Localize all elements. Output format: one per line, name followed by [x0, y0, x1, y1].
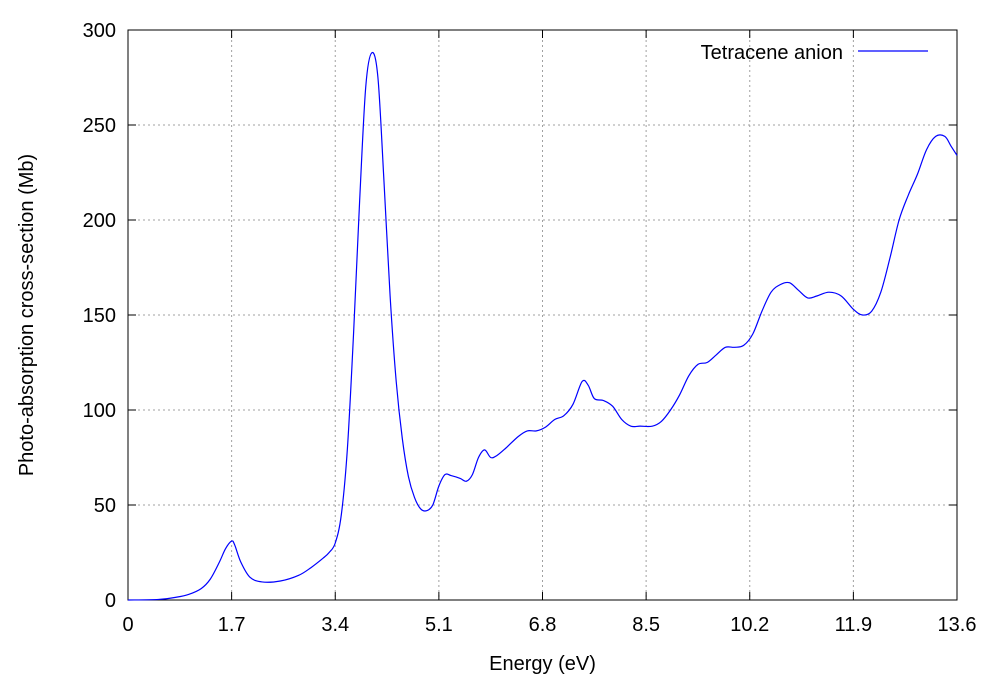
y-tick-label: 50 [94, 495, 116, 517]
x-tick-label: 8.5 [632, 614, 660, 636]
x-tick-label: 1.7 [218, 614, 246, 636]
x-tick-label: 0 [122, 614, 133, 636]
y-tick-label: 0 [105, 590, 116, 612]
x-tick-label: 5.1 [425, 614, 453, 636]
x-tick-label: 6.8 [529, 614, 557, 636]
y-axis-tick-labels: 0 50 100 150 200 250 300 [83, 20, 116, 612]
y-tick-label: 200 [83, 210, 116, 232]
y-tick-label: 300 [83, 20, 116, 42]
y-tick-label: 100 [83, 400, 116, 422]
y-axis-label: Photo-absorption cross-section (Mb) [16, 154, 38, 476]
y-tick-label: 150 [83, 305, 116, 327]
grid-lines [128, 30, 957, 600]
legend-label-tetracene-anion: Tetracene anion [701, 42, 843, 64]
series-layer [127, 51, 958, 601]
x-tick-label: 10.2 [730, 614, 769, 636]
axis-ticks [127, 29, 958, 601]
legend: Tetracene anion [701, 42, 928, 64]
y-tick-label: 250 [83, 115, 116, 137]
x-tick-label: 13.6 [938, 614, 977, 636]
x-axis-tick-labels: 0 1.7 3.4 5.1 6.8 8.5 10.2 11.9 13.6 [122, 614, 976, 636]
series-line-tetracene-anion [127, 51, 958, 601]
x-tick-label: 11.9 [835, 614, 872, 636]
x-tick-label: 3.4 [321, 614, 349, 636]
x-axis-label: Energy (eV) [489, 653, 596, 675]
